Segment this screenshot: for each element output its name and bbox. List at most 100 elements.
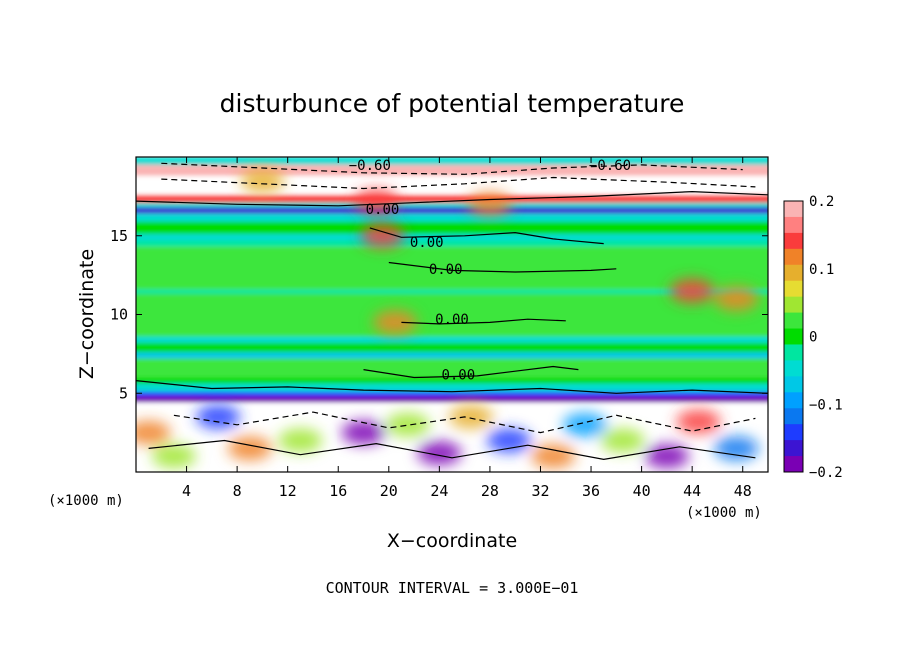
colorbar-segment [784, 312, 803, 330]
chart-title: disturbunce of potential temperature [220, 89, 685, 118]
x-tick-label: 4 [182, 482, 191, 500]
x-tick-label: 12 [279, 482, 297, 500]
heat-blob [151, 444, 196, 469]
heat-blob [385, 412, 430, 437]
colorbar-segment [784, 376, 803, 393]
heat-band [136, 164, 768, 176]
colorbar-segment [784, 328, 803, 345]
heat-blob [227, 436, 272, 461]
heat-blob [714, 436, 759, 461]
heat-band [136, 202, 768, 208]
x-tick-label: 40 [633, 482, 651, 500]
colorbar-segment [784, 248, 803, 266]
contour-line [136, 380, 768, 394]
colorbar-segment [784, 456, 803, 473]
colorbar-segment [784, 216, 803, 234]
heat-band [136, 342, 768, 353]
heat-blob [373, 310, 418, 335]
x-axis: 4 8 12 16 20 24 28 32 36 40 44 48 [182, 157, 752, 500]
x-tick-label: 32 [531, 482, 549, 500]
y-tick-label: 5 [119, 384, 128, 402]
contour-lines [136, 162, 768, 461]
heat-band [136, 246, 768, 290]
y-tick-label: 10 [110, 306, 128, 324]
x-tick-label: 36 [582, 482, 600, 500]
colorbar-tick-label: −0.1 [809, 397, 843, 413]
x-unit-right: (×1000 m) [686, 505, 762, 521]
colorbar-segment [784, 280, 803, 298]
contour-line [401, 318, 566, 325]
heat-blob [354, 189, 399, 214]
heat-band [136, 194, 768, 203]
colorbar-segment [784, 344, 803, 361]
heat-blob [467, 192, 512, 217]
colorbar-tick-label: 0.2 [809, 194, 834, 210]
heatmap-blobs [136, 168, 759, 469]
x-unit-left: (×1000 m) [48, 493, 124, 509]
contour-line [388, 261, 617, 273]
contour-label: 0.00 [429, 262, 463, 278]
contour-label: −0.60 [589, 158, 631, 174]
colorbar-segment [784, 424, 803, 441]
plot-area: −0.60 −0.60 0.00 0.00 0.00 0.00 0.00 [136, 157, 768, 472]
heat-blob [196, 404, 241, 429]
heat-blob [417, 441, 462, 466]
colorbar-segment [784, 408, 803, 425]
contour-label: −0.60 [349, 158, 391, 174]
x-tick-label: 8 [233, 482, 242, 500]
colorbar-tick-label: −0.2 [809, 465, 843, 481]
contour-line-negative [161, 162, 743, 175]
x-tick-label: 24 [430, 482, 448, 500]
contour-labels: −0.60 −0.60 0.00 0.00 0.00 0.00 0.00 [349, 158, 631, 383]
colorbar-segment [784, 296, 803, 314]
x-tick-label: 48 [734, 482, 752, 500]
heat-blob [644, 444, 689, 469]
heat-band [136, 207, 768, 214]
colorbar-tick-label: 0.1 [809, 262, 834, 278]
heat-band [136, 221, 768, 235]
heat-band [136, 383, 768, 392]
heat-blob [531, 444, 576, 469]
heat-blob [240, 168, 285, 193]
heat-band [136, 396, 768, 403]
heat-band [136, 377, 768, 384]
heat-band [136, 213, 768, 222]
x-axis-label: X−coordinate [387, 530, 517, 552]
heat-blob [714, 286, 759, 311]
contour-interval-note: CONTOUR INTERVAL = 3.000E−01 [326, 579, 579, 597]
contour-label: 0.00 [435, 312, 469, 328]
heat-band [136, 336, 768, 343]
heat-blob [670, 278, 715, 303]
contour-line [363, 365, 579, 379]
colorbar-ticks: 0.2 0.1 0 −0.1 −0.2 [809, 194, 843, 481]
y-axis: 5 10 15 [110, 227, 768, 402]
contour-label: 0.00 [441, 367, 475, 383]
colorbar-segment [784, 232, 803, 250]
contour-label: 0.00 [366, 202, 400, 218]
colorbar-frame [783, 200, 804, 473]
heat-blob [278, 428, 323, 453]
heat-blob [360, 223, 405, 248]
x-tick-label: 20 [380, 482, 398, 500]
x-tick-label: 44 [683, 482, 701, 500]
colorbar-segment [784, 360, 803, 377]
heat-band [136, 157, 768, 165]
heat-band [136, 175, 768, 195]
heat-blob [600, 428, 645, 453]
heat-blob [341, 420, 386, 445]
heat-band [136, 352, 768, 359]
heat-blob [562, 412, 607, 437]
heat-band [136, 240, 768, 247]
colorbar [783, 200, 804, 473]
contour-label: 0.00 [410, 235, 444, 251]
heat-band [136, 391, 768, 397]
heat-band [136, 234, 768, 241]
x-tick-label: 16 [329, 482, 347, 500]
y-axis-label: Z−coordinate [76, 249, 98, 379]
contour-line [136, 190, 768, 207]
contour-line-negative [161, 176, 756, 190]
colorbar-tick-label: 0 [809, 330, 817, 346]
heat-band [136, 294, 768, 337]
heat-blob [448, 404, 493, 429]
